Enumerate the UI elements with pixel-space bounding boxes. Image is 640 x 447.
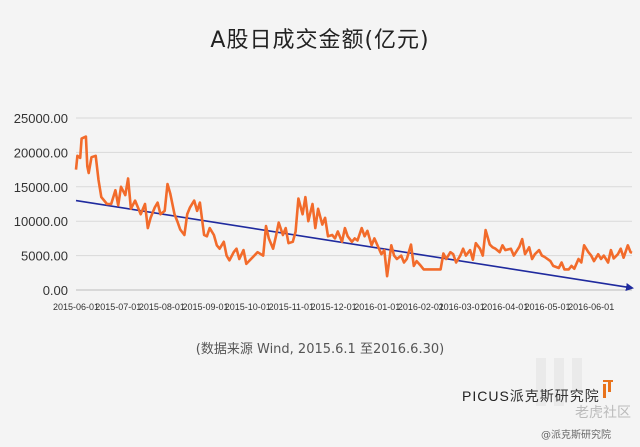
brand-mark-icon [603,380,613,398]
y-tick-label: 0.00 [43,283,68,298]
y-tick-label: 25000.00 [14,111,68,126]
brand-latin: PICUS [462,388,510,404]
x-tick-label: 2016-05-01 [525,302,571,312]
y-axis: 0.00 5000.00 10000.00 15000.00 20000.00 25000… [14,111,68,298]
y-tick-label: 10000.00 [14,214,68,229]
brand-cjk: 派克斯研究院 [509,388,600,404]
y-tick-label: 20000.00 [14,145,68,160]
y-tick-label: 5000.00 [21,249,68,264]
grid-lines [76,117,632,291]
trend-lines [75,199,634,291]
x-tick-label: 2015-10-01 [225,302,271,312]
x-tick-label: 2016-01-01 [354,302,400,312]
chart-title: A股日成交金额(亿元) [210,28,430,53]
y-tick-label: 15000.00 [14,180,68,195]
x-tick-label: 2015-09-01 [182,302,228,312]
watermark-logo [536,358,582,406]
x-tick-label: 2015-08-01 [139,302,185,312]
x-tick-label: 2015-12-01 [311,302,357,312]
credit-watermark: @派克斯研究院 [541,430,611,441]
x-tick-label: 2016-06-01 [568,302,614,312]
x-tick-label: 2015-11-01 [269,302,314,312]
x-tick-label: 2016-02-01 [398,302,444,312]
x-tick-label: 2015-07-01 [95,302,141,312]
trend-arrow [75,199,634,291]
x-tick-label: 2015-06-01 [53,302,99,312]
brand-logo: PICUS派克斯研究院 [462,386,600,406]
x-tick-label: 2016-03-01 [439,302,485,312]
series-layer [74,135,633,278]
source-note: (数据来源 Wind, 2015.6.1 至2016.6.30) [195,342,445,357]
series-line [74,135,633,278]
forum-watermark: 老虎社区 [575,405,631,421]
x-tick-label: 2016-04-01 [482,302,528,312]
x-axis: 2015-06-012015-07-012015-08-012015-09-01… [53,302,614,312]
